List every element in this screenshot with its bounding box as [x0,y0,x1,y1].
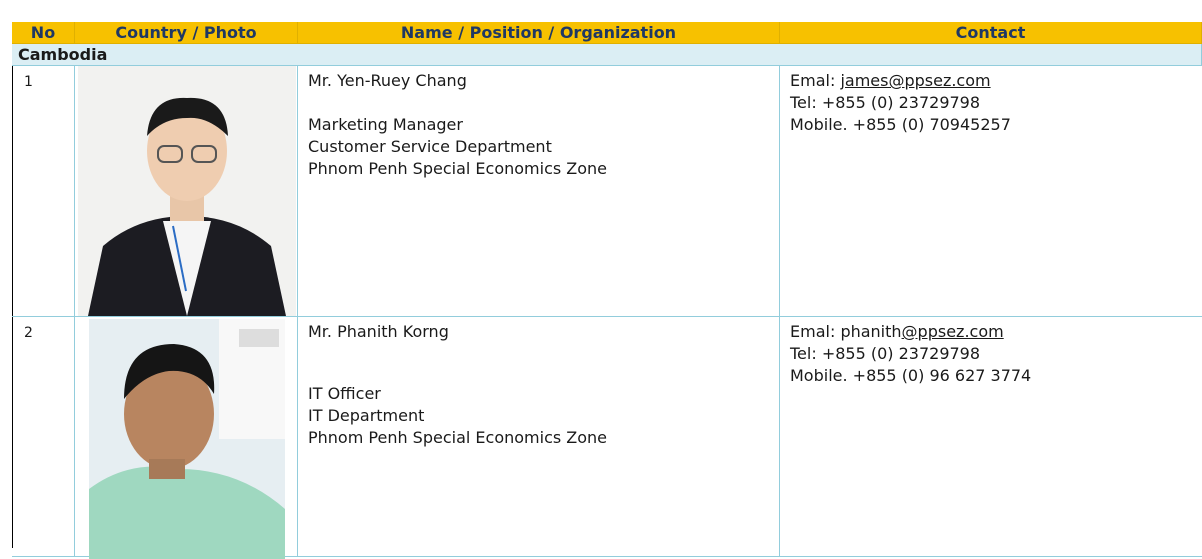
header-cell: Name / Position / Organization [298,22,780,44]
department: IT Department [308,406,425,425]
mobile: Mobile. +855 (0) 96 627 3774 [790,366,1032,385]
email-label: Emal: [790,71,836,90]
header-cell: Country / Photo [75,22,298,44]
person-cell: Mr. Phanith Korng IT Officer IT Departme… [298,317,780,557]
organization: Phnom Penh Special Economics Zone [308,428,608,447]
email: Emal: james@ppsez.com [790,70,1192,92]
mobile: Mobile. +855 (0) 70945257 [790,115,1011,134]
photo [78,66,296,316]
photo [89,319,285,559]
person-cell: Mr. Yen-Ruey Chang Marketing Manager Cus… [298,66,780,317]
row-number: 2 [12,317,75,557]
left-border [12,22,13,548]
name: Mr. Yen-Ruey Chang [308,71,467,90]
email-link[interactable]: @ppsez.com [901,322,1004,341]
header-cell: No [12,22,75,44]
header-cell: Contact [780,22,1202,44]
email: Emal: phanith@ppsez.com [790,321,1192,343]
email-label: Emal: [790,322,836,341]
organization: Phnom Penh Special Economics Zone [308,159,608,178]
position: IT Officer [308,384,381,403]
contact-cell: Emal: james@ppsez.com Tel: +855 (0) 2372… [780,66,1202,317]
position: Marketing Manager [308,115,463,134]
photo-cell [75,317,298,559]
tel: Tel: +855 (0) 23729798 [790,93,981,112]
name: Mr. Phanith Korng [308,322,449,341]
row-number: 1 [12,66,75,317]
photo-cell [75,66,298,317]
department: Customer Service Department [308,137,552,156]
section-row: Cambodia [12,44,1202,66]
tel: Tel: +855 (0) 23729798 [790,344,981,363]
contact-cell: Emal: phanith@ppsez.com Tel: +855 (0) 23… [780,317,1202,557]
email-text: phanith [840,322,902,341]
email-link[interactable]: james@ppsez.com [840,71,991,90]
